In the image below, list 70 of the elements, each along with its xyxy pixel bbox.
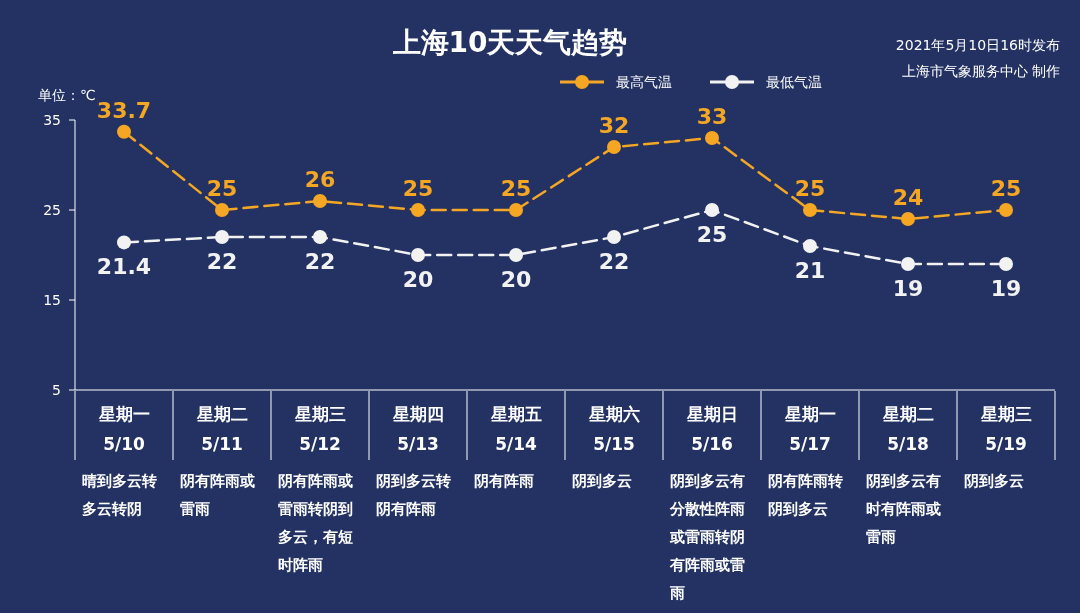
data-label: 21 bbox=[794, 258, 826, 283]
text: 阴有阵雨或雷雨 bbox=[180, 472, 255, 518]
point bbox=[509, 203, 523, 217]
text: 阴有阵雨转阴到多云 bbox=[768, 472, 843, 518]
point bbox=[705, 203, 719, 217]
data-label: 25 bbox=[500, 176, 532, 201]
x-tick-label: 星期二 5/18 bbox=[881, 404, 934, 454]
point bbox=[607, 230, 621, 244]
y-tick-label: 15 bbox=[43, 292, 61, 308]
point bbox=[705, 131, 719, 145]
point bbox=[901, 257, 915, 271]
text: 上海市气象服务中心 制作 bbox=[901, 63, 1060, 79]
data-label: 22 bbox=[206, 249, 238, 274]
data-label: 32 bbox=[598, 113, 630, 138]
text: 阴有阵雨 bbox=[474, 472, 534, 490]
x-tick-label: 星期二 5/11 bbox=[195, 404, 248, 454]
data-label: 22 bbox=[598, 249, 630, 274]
x-tick-label: 星期五 5/14 bbox=[489, 404, 542, 454]
y-tick-label: 25 bbox=[43, 202, 61, 218]
point bbox=[509, 248, 523, 262]
point bbox=[215, 203, 229, 217]
x-tick-label: 星期三 5/19 bbox=[979, 404, 1032, 454]
data-label: 25 bbox=[794, 176, 826, 201]
data-label: 26 bbox=[304, 167, 336, 192]
text: 2021年5月10日16时发布 bbox=[895, 37, 1060, 53]
data-label: 19 bbox=[892, 276, 924, 301]
point bbox=[803, 239, 817, 253]
chart-title: 上海10天天气趋势 bbox=[391, 26, 628, 59]
point bbox=[999, 257, 1013, 271]
x-tick-label: 星期六 5/15 bbox=[587, 404, 640, 454]
data-label: 21.4 bbox=[96, 254, 152, 280]
y-tick-label: 35 bbox=[43, 112, 61, 128]
x-tick-label: 星期日 5/16 bbox=[685, 404, 738, 454]
text: 阴到多云 bbox=[964, 472, 1024, 490]
text: 晴到多云转多云转阴 bbox=[82, 472, 157, 518]
text: 阴到多云有时有阵雨或雷雨 bbox=[866, 472, 941, 546]
text: 阴到多云转阴有阵雨 bbox=[376, 472, 451, 518]
data-label: 19 bbox=[990, 276, 1022, 301]
point bbox=[803, 203, 817, 217]
point bbox=[411, 203, 425, 217]
data-label: 25 bbox=[696, 222, 728, 247]
data-label: 25 bbox=[206, 176, 238, 201]
point bbox=[313, 194, 327, 208]
data-label: 25 bbox=[402, 176, 434, 201]
x-tick-label: 星期三 5/12 bbox=[293, 404, 346, 454]
point bbox=[117, 235, 131, 250]
text: 阴到多云有分散性阵雨或雷雨转阴有阵雨或雷雨 bbox=[669, 472, 745, 602]
text: 阴到多云 bbox=[572, 472, 632, 490]
data-label: 33 bbox=[696, 104, 728, 129]
x-tick-label: 星期一 5/10 bbox=[97, 404, 150, 454]
point bbox=[999, 203, 1013, 217]
data-label: 33.7 bbox=[96, 97, 152, 123]
text: 阴有阵雨或雷雨转阴到多云，有短时阵雨 bbox=[278, 472, 353, 574]
point bbox=[901, 212, 915, 226]
data-label: 24 bbox=[892, 185, 924, 210]
legend-label: 最高气温 bbox=[616, 74, 672, 90]
data-label: 20 bbox=[402, 267, 434, 292]
y-tick-label: 5 bbox=[52, 382, 61, 398]
x-tick-label: 星期一 5/17 bbox=[783, 404, 836, 454]
point bbox=[411, 248, 425, 262]
data-label: 20 bbox=[500, 267, 532, 292]
data-label: 22 bbox=[304, 249, 336, 274]
point bbox=[313, 230, 327, 244]
point bbox=[117, 124, 131, 139]
legend-label: 最低气温 bbox=[766, 74, 822, 90]
y-axis-title: 单位：℃ bbox=[38, 87, 96, 103]
x-tick-label: 星期四 5/13 bbox=[391, 404, 444, 454]
point bbox=[215, 230, 229, 244]
data-label: 25 bbox=[990, 176, 1022, 201]
point bbox=[607, 140, 621, 154]
